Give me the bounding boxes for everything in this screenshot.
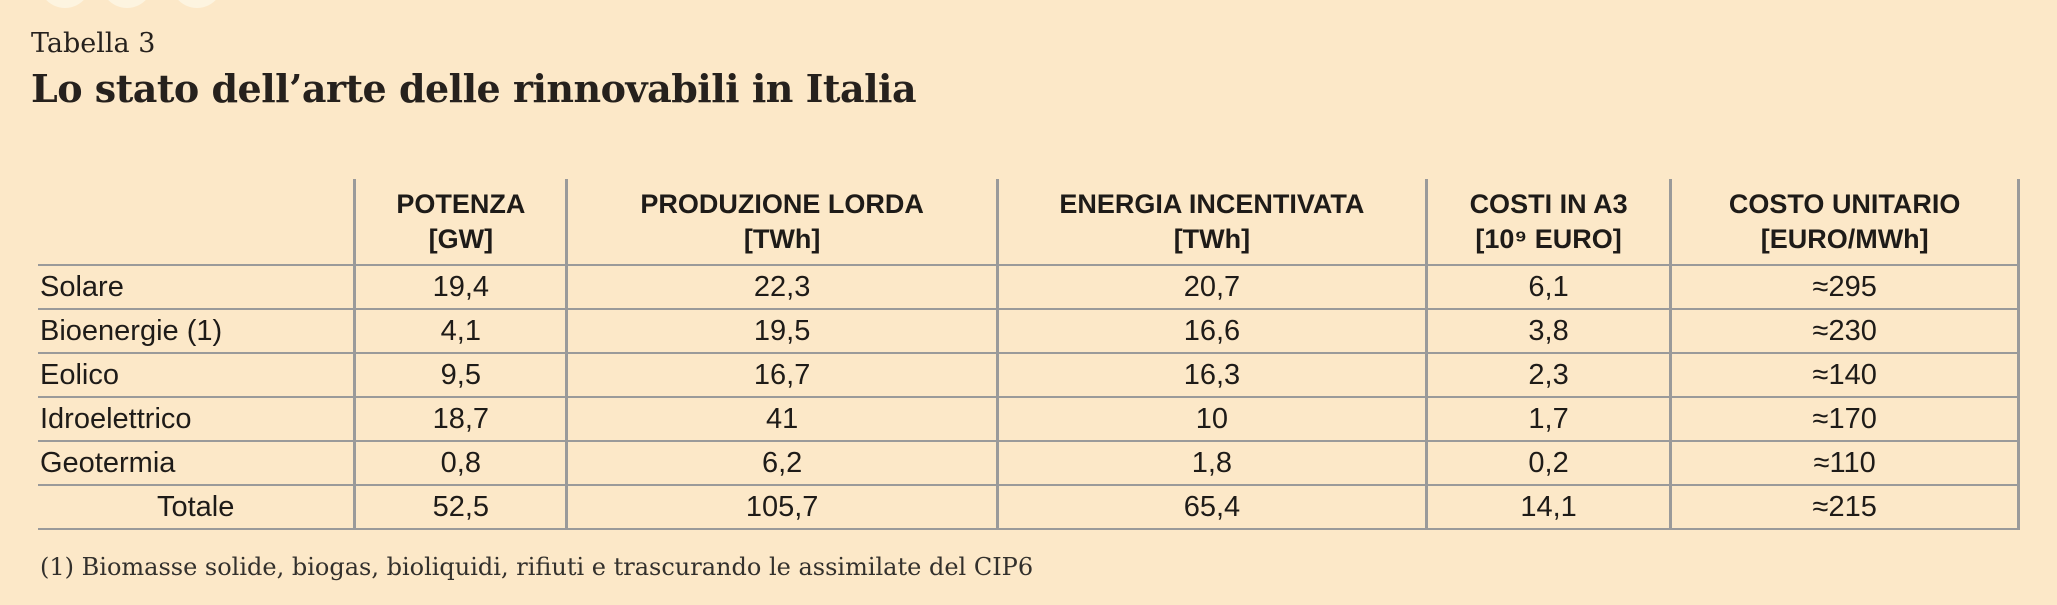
table-body: Solare 19,4 22,3 20,7 6,1 ≈295 Bioenergi… <box>38 265 2020 530</box>
table-header: POTENZA [GW] PRODUZIONE LORDA [TWh] ENER… <box>38 179 2020 266</box>
cell-value: 41 <box>566 397 1000 442</box>
cell-value: 10 <box>997 397 1428 442</box>
col-header-name: PRODUZIONE LORDA <box>640 188 924 219</box>
row-bioenergie: Bioenergie (1) 4,1 19,5 16,6 3,8 ≈230 <box>38 309 2020 354</box>
cell-value: 16,7 <box>566 353 1000 398</box>
table-number-label: Tabella 3 <box>31 28 156 59</box>
col-header-energia-incentivata: ENERGIA INCENTIVATA [TWh] <box>997 179 1428 266</box>
row-eolico: Eolico 9,5 16,7 16,3 2,3 ≈140 <box>38 353 2020 398</box>
cell-value: 19,4 <box>354 265 569 310</box>
decorative-dot <box>171 0 223 8</box>
col-header-unit: [GW] <box>428 223 494 254</box>
cell-value: ≈170 <box>1670 397 2020 442</box>
cell-value: ≈230 <box>1670 309 2020 354</box>
cell-value: 14,1 <box>1426 485 1673 530</box>
page-title: Lo stato dell’arte delle rinnovabili in … <box>31 66 917 112</box>
row-label: Geotermia <box>38 441 357 486</box>
cell-value: 52,5 <box>354 485 569 530</box>
corner-cell <box>38 179 357 266</box>
row-idroelettrico: Idroelettrico 18,7 41 10 1,7 ≈170 <box>38 397 2020 442</box>
row-label: Bioenergie (1) <box>38 309 357 354</box>
col-header-name: ENERGIA INCENTIVATA <box>1059 188 1365 219</box>
cell-value: 18,7 <box>354 397 569 442</box>
cell-value: ≈295 <box>1670 265 2020 310</box>
cell-value: 20,7 <box>997 265 1428 310</box>
cell-value: 3,8 <box>1426 309 1673 354</box>
cell-value: 22,3 <box>566 265 1000 310</box>
row-label: Idroelettrico <box>38 397 357 442</box>
cell-value: ≈215 <box>1670 485 2020 530</box>
decorative-dot <box>101 0 153 8</box>
cell-value: 0,8 <box>354 441 569 486</box>
col-header-unit: [10⁹ EURO] <box>1475 223 1622 254</box>
col-header-costi-in-a3: COSTI IN A3 [10⁹ EURO] <box>1426 179 1673 266</box>
table-caption: Tabella 3 Lo stato dell’arte delle rinno… <box>31 28 917 112</box>
cell-value: ≈110 <box>1670 441 2020 486</box>
row-totale: Totale 52,5 105,7 65,4 14,1 ≈215 <box>38 485 2020 530</box>
row-geotermia: Geotermia 0,8 6,2 1,8 0,2 ≈110 <box>38 441 2020 486</box>
col-header-unit: [TWh] <box>743 223 821 254</box>
cell-value: 6,1 <box>1426 265 1673 310</box>
cell-value: 0,2 <box>1426 441 1673 486</box>
cell-value: 6,2 <box>566 441 1000 486</box>
cell-value: 16,6 <box>997 309 1428 354</box>
footnote: (1) Biomasse solide, biogas, bioliquidi,… <box>40 553 1034 581</box>
cell-value: 16,3 <box>997 353 1428 398</box>
cell-value: 19,5 <box>566 309 1000 354</box>
col-header-unit: [EURO/MWh] <box>1760 223 1929 254</box>
cell-value: ≈140 <box>1670 353 2020 398</box>
col-header-name: COSTI IN A3 <box>1469 188 1628 219</box>
cell-value: 1,8 <box>997 441 1428 486</box>
cell-value: 4,1 <box>354 309 569 354</box>
cell-value: 1,7 <box>1426 397 1673 442</box>
cell-value: 105,7 <box>566 485 1000 530</box>
renewables-table: POTENZA [GW] PRODUZIONE LORDA [TWh] ENER… <box>38 179 2020 530</box>
cell-value: 9,5 <box>354 353 569 398</box>
cell-value: 2,3 <box>1426 353 1673 398</box>
header-row: POTENZA [GW] PRODUZIONE LORDA [TWh] ENER… <box>38 179 2020 266</box>
cell-value: 65,4 <box>997 485 1428 530</box>
col-header-name: POTENZA <box>396 188 526 219</box>
row-label: Totale <box>38 485 357 530</box>
col-header-name: COSTO UNITARIO <box>1728 188 1961 219</box>
row-label: Solare <box>38 265 357 310</box>
col-header-costo-unitario: COSTO UNITARIO [EURO/MWh] <box>1670 179 2020 266</box>
col-header-produzione-lorda: PRODUZIONE LORDA [TWh] <box>566 179 1000 266</box>
row-solare: Solare 19,4 22,3 20,7 6,1 ≈295 <box>38 265 2020 310</box>
row-label: Eolico <box>38 353 357 398</box>
col-header-unit: [TWh] <box>1173 223 1251 254</box>
col-header-potenza: POTENZA [GW] <box>354 179 569 266</box>
decorative-dot <box>39 0 91 8</box>
